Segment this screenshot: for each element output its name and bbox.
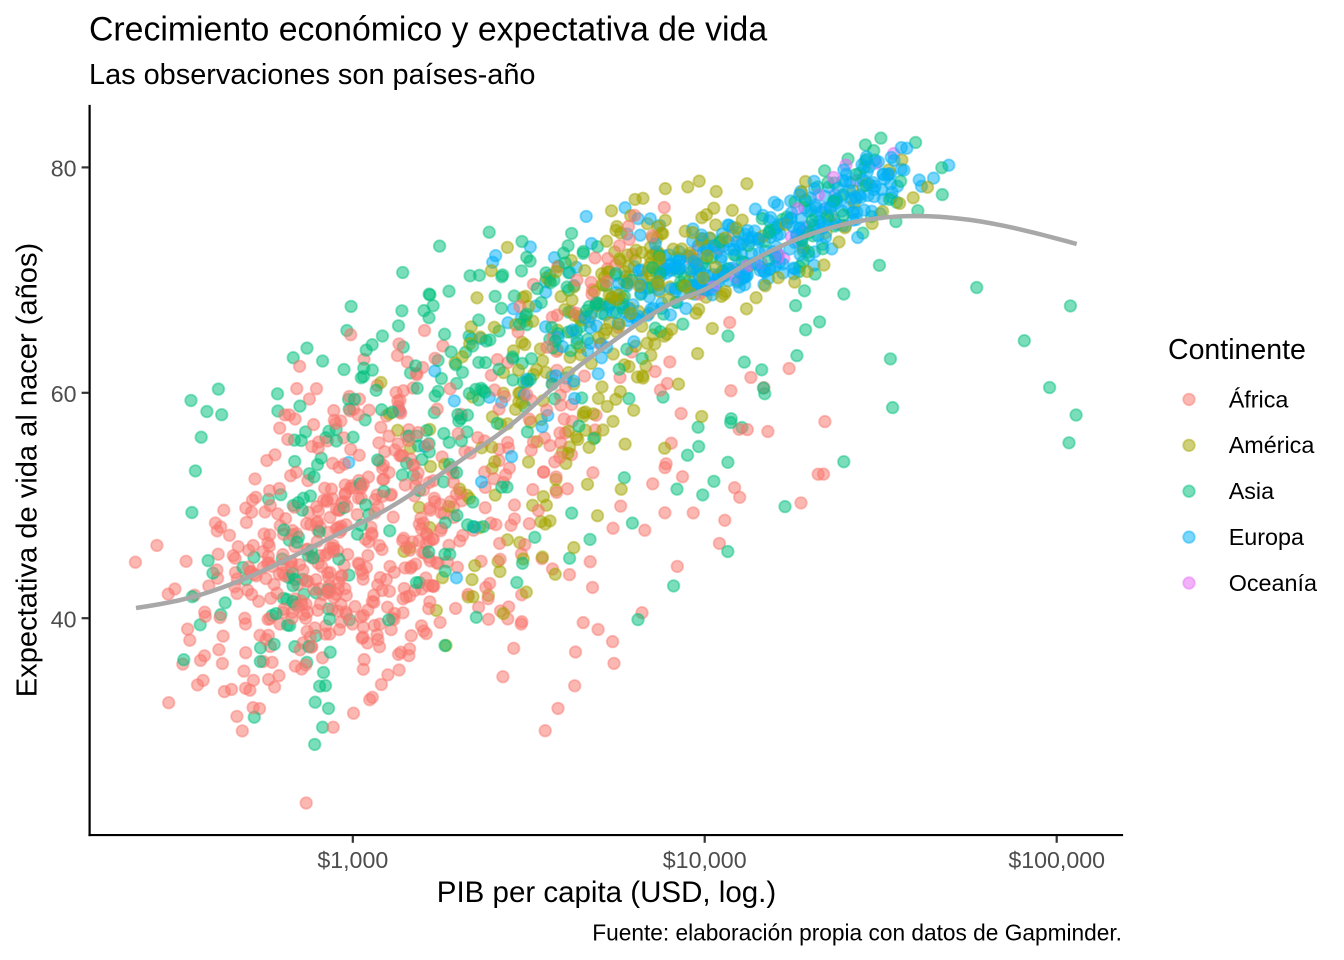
svg-text:Europa: Europa <box>1229 524 1304 550</box>
svg-text:Asia: Asia <box>1229 478 1274 504</box>
svg-text:Expectativa de vida al nacer (: Expectativa de vida al nacer (años) <box>12 243 44 697</box>
svg-text:África: África <box>1229 386 1289 412</box>
svg-text:Fuente: elaboración propia con: Fuente: elaboración propia con datos de … <box>592 919 1122 945</box>
svg-text:40: 40 <box>51 606 77 632</box>
svg-text:80: 80 <box>51 156 77 182</box>
svg-text:Oceanía: Oceanía <box>1229 570 1317 596</box>
svg-text:Las observaciones son países-a: Las observaciones son países-año <box>89 59 535 91</box>
svg-text:Continente: Continente <box>1168 334 1306 366</box>
svg-text:PIB per capita (USD, log.): PIB per capita (USD, log.) <box>437 876 776 909</box>
svg-text:América: América <box>1229 432 1315 458</box>
svg-text:$100,000: $100,000 <box>1008 847 1105 873</box>
svg-text:$1,000: $1,000 <box>317 847 388 873</box>
svg-text:Crecimiento económico y expect: Crecimiento económico y expectativa de v… <box>89 11 767 49</box>
svg-text:$10,000: $10,000 <box>663 847 747 873</box>
svg-text:60: 60 <box>51 381 77 407</box>
